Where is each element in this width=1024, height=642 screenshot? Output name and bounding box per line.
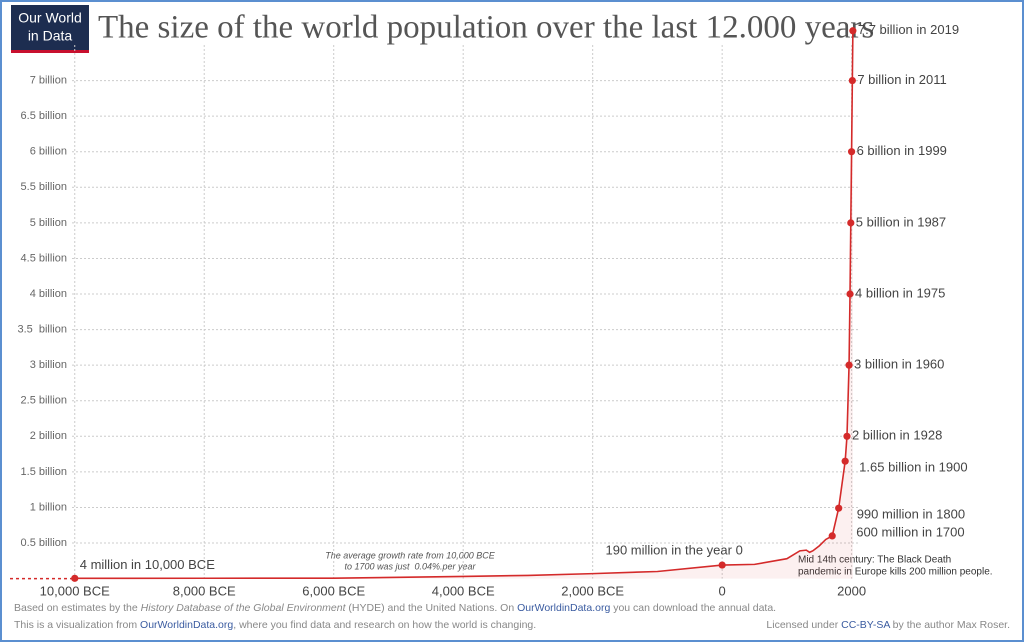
x-tick-label: 0 <box>719 583 726 598</box>
x-tick-label: 10,000 BCE <box>40 583 110 598</box>
y-tick-label: 6.5 billion <box>21 110 67 122</box>
point <box>835 504 843 512</box>
y-tick-label: 1.5 billion <box>21 466 67 478</box>
point-label: 2 billion in 1928 <box>852 428 942 443</box>
y-tick-label: 2 billion <box>30 430 67 442</box>
annotation: Mid 14th century: The Black Death <box>798 555 951 566</box>
point <box>847 148 856 156</box>
footer-text: This is a visualization from <box>14 619 140 631</box>
annotation: The average growth rate from 10,000 BCE <box>325 550 496 560</box>
y-tick-label: 0.5 billion <box>21 537 67 549</box>
logo-text: in Data <box>28 28 73 44</box>
footer: Licensed under CC-BY-SA by the author Ma… <box>766 619 1010 631</box>
footer-text: you can download the annual data. <box>610 602 776 614</box>
point <box>843 432 851 440</box>
line <box>74 30 854 580</box>
y-tick-label: 2.5 billion <box>21 395 67 407</box>
y-tick-label: 7 billion <box>30 74 67 86</box>
y-tick-label: 4 billion <box>30 288 67 300</box>
annotation: pandemic in Europe kills 200 million peo… <box>798 567 993 578</box>
chart-title: The size of the world population over th… <box>98 10 874 46</box>
y-tick-label: 3 billion <box>30 359 67 371</box>
point <box>846 290 854 298</box>
x-tick-label: 4,000 BCE <box>432 583 495 598</box>
point <box>847 219 855 227</box>
logo-bar <box>11 50 89 53</box>
footer-text: Licensed under <box>766 619 841 631</box>
y-tick-label: 1 billion <box>30 501 67 513</box>
footer-text: (HYDE) and the United Nations. On <box>346 602 518 614</box>
y-tick-label: 5 billion <box>30 217 67 229</box>
point <box>848 76 856 85</box>
annotation: to 1700 was just 0.04%.per year <box>344 561 476 571</box>
logo-text: Our World <box>18 10 82 26</box>
point-label: 990 million in 1800 <box>857 507 965 522</box>
y-tick-label: 3.5 billion <box>17 323 67 335</box>
x-tick-label: 2,000 BCE <box>561 583 624 598</box>
point <box>841 457 849 465</box>
footer-text: Based on estimates by the <box>14 602 141 614</box>
y-tick-label: 5.5 billion <box>21 181 67 193</box>
footer-link[interactable]: OurWorldinData.org <box>517 602 610 614</box>
logo-box <box>11 5 89 52</box>
footer: This is a visualization from OurWorldinD… <box>14 619 536 631</box>
point-label: 600 million in 1700 <box>856 524 964 539</box>
point-label: 190 million in the year 0 <box>606 543 743 558</box>
footer-link[interactable]: OurWorldinData.org <box>140 619 233 631</box>
footer-text: by the author Max Roser. <box>890 619 1010 631</box>
x-tick-label: 6,000 BCE <box>302 583 365 598</box>
point-label: 5 billion in 1987 <box>856 214 946 229</box>
point-label: 4 million in 10,000 BCE <box>80 557 215 572</box>
x-tick-label: 2000 <box>837 583 866 598</box>
y-tick-label: 6 billion <box>30 146 67 158</box>
footer: Based on estimates by the History Databa… <box>14 602 776 614</box>
point-label: 7.7 billion in 2019 <box>858 22 959 37</box>
y-tick-label: 4.5 billion <box>21 252 67 264</box>
footer-text: , where you find data and research on ho… <box>233 619 536 631</box>
footer-text: History Database of the Global Environme… <box>141 602 347 614</box>
point <box>828 532 836 540</box>
point <box>718 561 726 569</box>
point-label: 7 billion in 2011 <box>857 72 946 87</box>
point-label: 4 billion in 1975 <box>855 285 945 300</box>
point-label: 3 billion in 1960 <box>854 357 944 372</box>
point <box>71 574 79 582</box>
point-label: 1.65 billion in 1900 <box>859 460 967 475</box>
point-label: 6 billion in 1999 <box>857 143 947 158</box>
x-tick-label: 8,000 BCE <box>173 583 236 598</box>
point <box>849 27 857 35</box>
point <box>845 361 853 369</box>
footer-link[interactable]: CC-BY-SA <box>841 619 890 631</box>
